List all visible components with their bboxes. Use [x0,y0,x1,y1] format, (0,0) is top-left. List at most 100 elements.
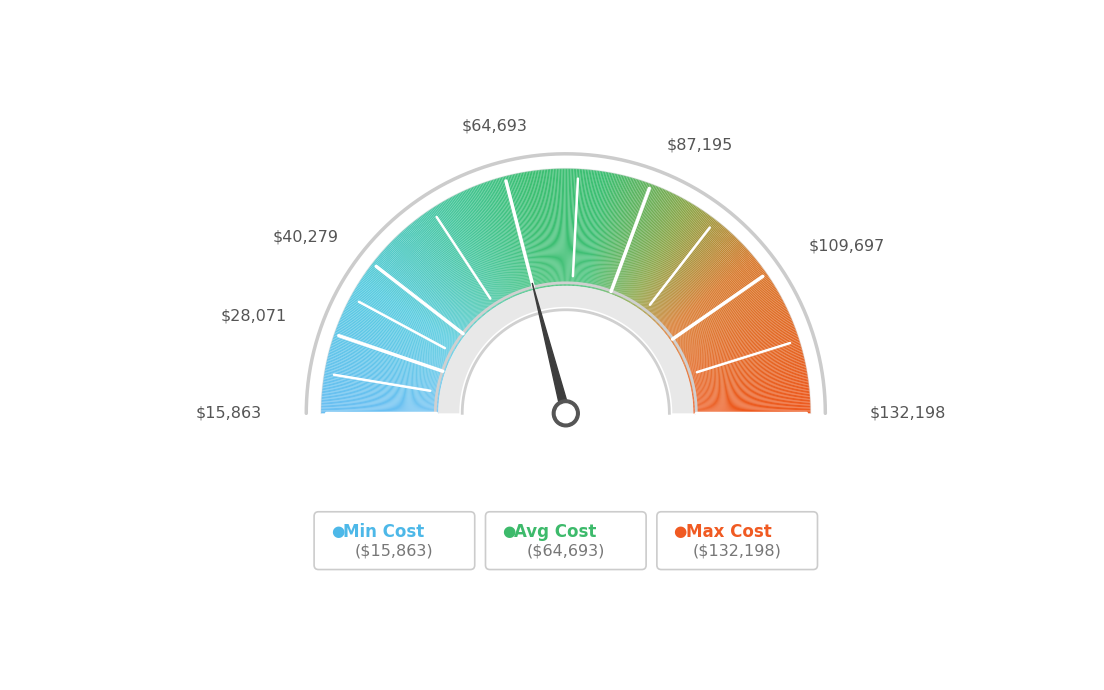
Polygon shape [496,178,530,291]
Polygon shape [359,281,459,345]
Polygon shape [633,205,696,306]
Polygon shape [336,328,446,369]
Polygon shape [687,337,799,375]
Polygon shape [639,213,708,309]
Polygon shape [641,217,713,312]
Polygon shape [572,169,580,286]
Polygon shape [673,282,773,346]
Polygon shape [683,317,792,364]
Polygon shape [343,310,450,361]
Polygon shape [577,170,588,286]
Polygon shape [691,372,807,393]
Polygon shape [475,186,519,295]
Polygon shape [596,176,627,290]
Polygon shape [350,297,454,353]
Polygon shape [616,188,664,297]
Polygon shape [362,276,460,342]
Polygon shape [328,353,443,382]
Polygon shape [575,169,586,286]
Polygon shape [424,213,492,309]
Polygon shape [611,184,654,295]
Polygon shape [552,169,560,286]
Polygon shape [321,407,438,411]
Polygon shape [435,206,498,306]
Polygon shape [693,402,810,408]
Polygon shape [367,269,463,339]
Polygon shape [570,168,575,286]
Polygon shape [353,290,456,350]
Polygon shape [607,182,647,293]
Polygon shape [420,216,490,311]
Polygon shape [648,226,725,317]
Polygon shape [690,355,804,384]
Polygon shape [693,411,810,413]
Polygon shape [609,184,651,294]
Polygon shape [400,233,480,320]
Polygon shape [428,210,495,308]
Polygon shape [349,299,453,355]
Polygon shape [689,354,804,383]
Polygon shape [544,169,555,286]
Polygon shape [342,312,450,362]
Polygon shape [323,373,440,393]
Polygon shape [654,236,735,322]
Polygon shape [445,199,503,302]
Polygon shape [609,183,650,294]
Polygon shape [438,286,693,413]
Polygon shape [657,241,741,324]
Polygon shape [540,170,553,287]
Polygon shape [331,341,444,376]
Polygon shape [623,194,676,299]
Polygon shape [463,190,513,298]
Polygon shape [545,169,556,286]
Polygon shape [645,221,720,314]
Polygon shape [636,208,701,307]
Polygon shape [379,254,469,331]
Polygon shape [671,276,769,342]
Polygon shape [561,168,564,286]
Polygon shape [672,278,771,344]
Polygon shape [571,168,576,286]
Polygon shape [351,294,455,352]
Polygon shape [373,261,466,335]
Polygon shape [616,188,665,297]
Polygon shape [692,381,809,397]
Polygon shape [627,199,686,302]
Text: $132,198: $132,198 [870,406,946,421]
Polygon shape [526,172,545,288]
Polygon shape [323,377,439,395]
Polygon shape [355,287,457,348]
Polygon shape [411,223,486,315]
Polygon shape [587,172,608,288]
Polygon shape [509,175,538,289]
Polygon shape [630,201,690,304]
Polygon shape [333,336,445,374]
Polygon shape [532,170,549,287]
Polygon shape [365,272,461,340]
Polygon shape [333,333,446,373]
Polygon shape [442,201,501,304]
Polygon shape [661,251,751,330]
Polygon shape [692,391,809,402]
Polygon shape [335,331,446,371]
Polygon shape [412,221,487,314]
Polygon shape [680,304,785,357]
Polygon shape [693,412,810,413]
Polygon shape [326,364,442,388]
Polygon shape [388,245,474,326]
Polygon shape [691,373,808,393]
Polygon shape [374,259,467,334]
Polygon shape [615,188,661,296]
Polygon shape [603,179,638,292]
Polygon shape [624,195,678,300]
Polygon shape [659,246,745,327]
Polygon shape [365,270,463,339]
Text: ●: ● [331,524,344,540]
Polygon shape [348,301,453,355]
Polygon shape [481,183,522,294]
Polygon shape [477,184,520,295]
Polygon shape [691,366,806,389]
Polygon shape [693,397,810,405]
Polygon shape [359,282,458,346]
Polygon shape [668,266,762,337]
